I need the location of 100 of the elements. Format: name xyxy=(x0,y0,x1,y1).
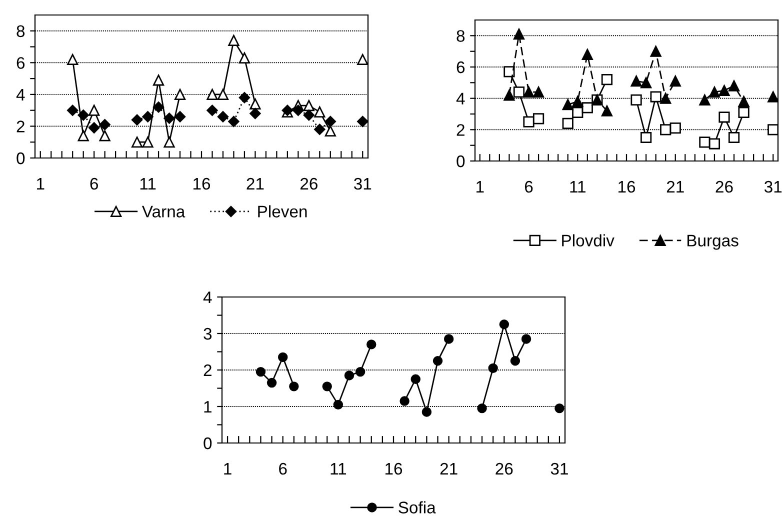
point xyxy=(444,334,454,344)
y-tick-label: 4 xyxy=(456,92,465,104)
point xyxy=(322,382,332,392)
point xyxy=(738,96,750,108)
x-tick-label: 1 xyxy=(224,463,232,475)
legend-label: Pleven xyxy=(258,205,307,218)
point xyxy=(513,28,525,40)
y-tick-label: 2 xyxy=(456,124,464,136)
point xyxy=(152,74,164,86)
point xyxy=(640,132,652,144)
point xyxy=(554,403,564,414)
x-tick-label: 31 xyxy=(550,462,568,475)
point xyxy=(488,363,498,374)
point xyxy=(333,400,344,410)
point xyxy=(699,94,710,106)
point xyxy=(142,136,154,148)
x-tick-label: 6 xyxy=(279,462,287,475)
point xyxy=(728,132,740,144)
point xyxy=(174,111,186,122)
legend-label: Plovdiv xyxy=(562,234,614,246)
point xyxy=(206,88,218,100)
point xyxy=(510,356,520,366)
point xyxy=(499,320,510,330)
y-tick-label: 0 xyxy=(204,437,212,450)
point xyxy=(324,116,336,128)
x-tick-label: 6 xyxy=(524,180,533,193)
point xyxy=(523,116,534,128)
point xyxy=(314,106,326,118)
point xyxy=(532,113,544,124)
point xyxy=(266,378,277,388)
point xyxy=(131,136,143,148)
point xyxy=(630,94,642,106)
point xyxy=(601,105,613,116)
x-tick-label: 16 xyxy=(618,180,636,193)
point xyxy=(562,99,574,110)
point xyxy=(152,102,164,113)
point xyxy=(357,54,368,66)
point xyxy=(708,138,720,150)
point xyxy=(142,111,154,122)
point xyxy=(513,86,525,98)
point xyxy=(324,125,336,137)
point xyxy=(238,92,250,104)
y-tick-label: 0 xyxy=(456,155,465,168)
point xyxy=(206,104,218,116)
point xyxy=(366,340,376,350)
point xyxy=(66,104,78,116)
point xyxy=(164,136,175,148)
point xyxy=(572,106,584,118)
point xyxy=(88,104,100,116)
point xyxy=(67,54,78,66)
point xyxy=(660,124,672,136)
point xyxy=(314,124,326,136)
y-tick-label: 4 xyxy=(16,89,25,100)
point xyxy=(582,48,593,60)
y-tick-label: 8 xyxy=(456,30,465,42)
point xyxy=(738,106,750,118)
point xyxy=(217,111,229,122)
point xyxy=(521,334,532,344)
point xyxy=(660,92,672,104)
point xyxy=(88,122,100,134)
point xyxy=(238,52,250,64)
point xyxy=(572,96,584,108)
point xyxy=(728,80,740,92)
x-tick-label: 6 xyxy=(90,178,98,190)
legend-label: Burgas xyxy=(687,234,738,250)
legend-label: Varna xyxy=(142,206,186,218)
x-tick-label: 21 xyxy=(666,180,684,193)
point xyxy=(422,407,432,417)
y-tick-label: 4 xyxy=(203,292,212,304)
point xyxy=(523,86,534,98)
point xyxy=(250,98,261,110)
point xyxy=(344,370,354,380)
point xyxy=(532,86,544,98)
y-tick-label: 3 xyxy=(204,328,212,340)
point xyxy=(78,109,89,121)
point xyxy=(582,102,593,114)
point xyxy=(292,104,304,116)
point xyxy=(650,91,662,102)
point xyxy=(303,109,315,121)
point xyxy=(504,90,515,101)
point xyxy=(768,124,778,136)
point xyxy=(650,46,662,57)
y-tick-label: 2 xyxy=(16,120,24,132)
x-tick-label: 21 xyxy=(440,462,458,475)
point xyxy=(562,118,574,129)
point xyxy=(708,86,720,98)
point xyxy=(99,130,110,142)
point xyxy=(250,108,261,120)
point xyxy=(670,76,681,87)
y-tick-label: 6 xyxy=(16,57,25,69)
x-tick-label: 26 xyxy=(300,178,318,190)
x-tick-label: 16 xyxy=(194,178,210,190)
y-tick-label: 1 xyxy=(204,401,212,413)
point xyxy=(432,356,443,366)
x-tick-label: 1 xyxy=(37,178,44,190)
point xyxy=(174,88,186,100)
x-tick-label: 11 xyxy=(330,463,346,475)
point xyxy=(504,66,515,78)
point xyxy=(228,34,240,46)
point xyxy=(400,396,410,406)
